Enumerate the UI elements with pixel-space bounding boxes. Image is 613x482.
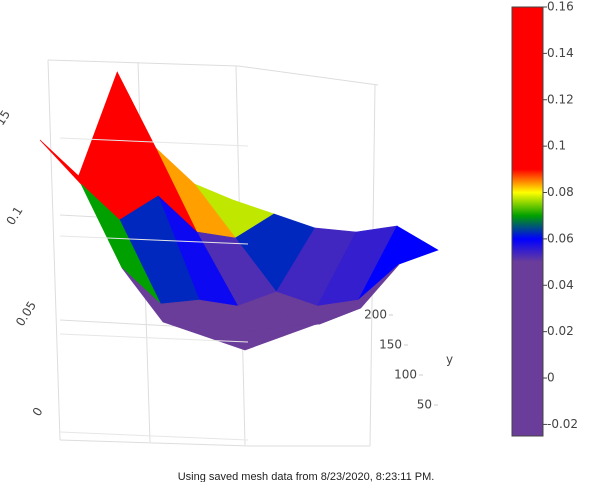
- surface: [39, 71, 439, 351]
- surface-cell: [203, 331, 284, 351]
- caption: Using saved mesh data from 8/23/2020, 8:…: [178, 471, 435, 482]
- colorbar-tick-label: 0.1: [547, 139, 566, 153]
- z-tick-label: 0: [30, 405, 46, 419]
- colorbar-tick-label: 0.04: [547, 278, 574, 292]
- y-tick-label: 100: [394, 368, 417, 382]
- y-axis-title: y: [446, 353, 453, 367]
- y-tick-label: 50: [417, 398, 432, 412]
- colorbar-tick-label: 0: [547, 371, 555, 385]
- colorbar-tick-label: 0.08: [547, 185, 574, 199]
- z-grid-line: [59, 431, 249, 441]
- z-grid-line: [59, 333, 249, 343]
- colorbar-tick-label: 0.12: [547, 92, 574, 106]
- y-tick-label: 200: [364, 308, 387, 322]
- colorbar-tick-label: 0.16: [547, 0, 574, 14]
- colorbar-tick-label: 0.14: [547, 46, 574, 60]
- colorbar: [511, 6, 544, 437]
- z-tick-label: 0.1: [4, 204, 26, 228]
- colorbar-tick-label: 0.06: [547, 231, 574, 245]
- z-tick-label: 0.05: [13, 299, 39, 329]
- y-tick-label: 150: [379, 338, 402, 352]
- z-grid-line: [59, 235, 249, 245]
- z-tick-label: 15: [0, 108, 13, 128]
- colorbar-tick-label: 0.02: [547, 324, 574, 338]
- z-grid-line: [59, 137, 249, 147]
- colorbar-tick-label: -0.02: [547, 417, 578, 431]
